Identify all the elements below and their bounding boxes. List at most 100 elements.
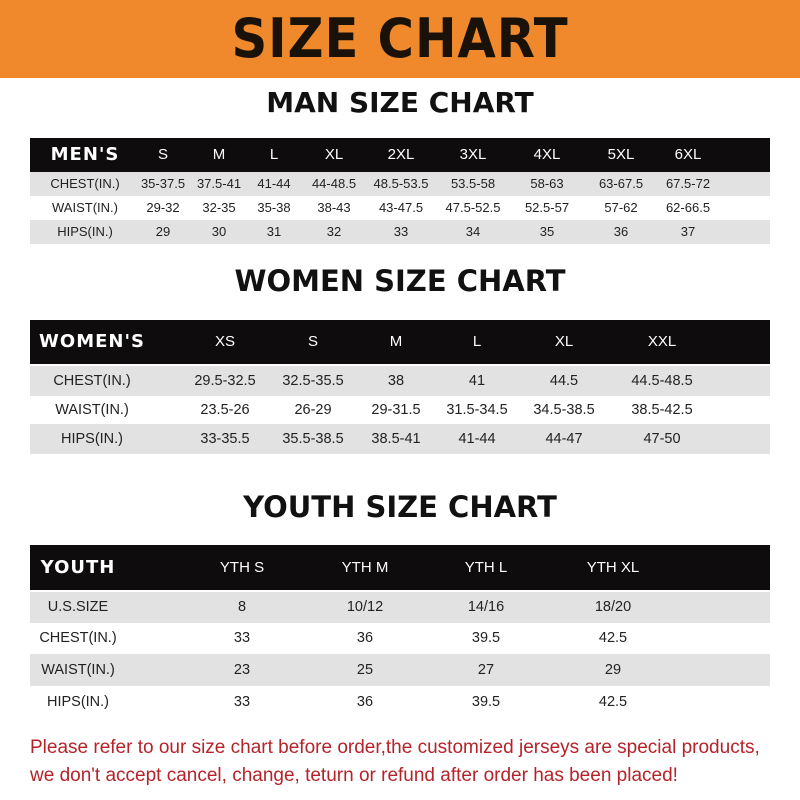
table-row: WAIST(IN.) 23.5-26 26-29 29-31.5 31.5-34.5 34… <box>30 396 770 424</box>
table-cell: 44.5 <box>549 373 579 389</box>
table-row: CHEST(IN.) 33 36 39.5 42.5 <box>30 623 770 654</box>
table-cell: 26-29 <box>294 402 332 418</box>
table-cell: 42.5 <box>598 630 628 646</box>
table-cell: 36 <box>356 694 374 710</box>
table-cell: 38 <box>387 373 405 389</box>
table-row: CHEST(IN.) 35-37.5 37.5-41 41-44 44-48.5 48.5… <box>30 172 770 196</box>
table-cell: 34.5-38.5 <box>533 402 595 418</box>
size-header-cell: S <box>307 333 319 350</box>
measurement-label: WAIST(IN.) <box>41 662 115 678</box>
size-header-cell: XL <box>324 146 344 163</box>
size-header-cell: L <box>472 333 482 350</box>
table-title-cell: MEN'S <box>50 144 120 165</box>
table-cell: 41-44 <box>257 176 291 191</box>
table-cell: 38-43 <box>317 200 351 215</box>
table-header-row: YOUTH YTH S YTH M YTH L YTH XL <box>30 545 770 590</box>
table-cell: 41-44 <box>458 431 496 447</box>
men-title: MAN SIZE CHART <box>266 86 534 119</box>
women-size-table: WOMEN'S XS S M L XL XXL CHEST(IN.) 29.5-32.5 32.5… <box>30 320 770 454</box>
measurement-label: CHEST(IN.) <box>39 630 117 646</box>
size-header-cell: L <box>269 146 279 163</box>
size-header-cell: XXL <box>647 333 677 350</box>
table-row: HIPS(IN.) 29 30 31 32 33 34 35 36 37 <box>30 220 770 244</box>
table-cell: 33 <box>233 694 251 710</box>
table-row: HIPS(IN.) 33 36 39.5 42.5 <box>30 686 770 718</box>
table-row: U.S.SIZE 8 10/12 14/16 18/20 <box>30 592 770 623</box>
table-row: WAIST(IN.) 29-32 32-35 35-38 38-43 43-47.5 47.… <box>30 196 770 220</box>
table-cell: 29.5-32.5 <box>194 373 256 389</box>
table-cell: 35-37.5 <box>140 176 186 191</box>
table-cell: 62-66.5 <box>665 200 711 215</box>
youth-title: YOUTH SIZE CHART <box>243 490 557 524</box>
table-cell: 47-50 <box>643 431 681 447</box>
table-cell: 29 <box>604 662 622 678</box>
men-size-table: MEN'S S M L XL 2XL 3XL 4XL 5XL 6XL CHEST(IN.) 35-37… <box>30 138 770 244</box>
table-cell: 25 <box>356 662 374 678</box>
table-cell: 32 <box>326 224 342 239</box>
table-title-cell: WOMEN'S <box>39 331 145 352</box>
table-cell: 38.5-42.5 <box>631 402 693 418</box>
table-cell: 34 <box>465 224 481 239</box>
table-cell: 35.5-38.5 <box>282 431 344 447</box>
table-cell: 57-62 <box>604 200 638 215</box>
table-row: WAIST(IN.) 23 25 27 29 <box>30 654 770 686</box>
table-cell: 58-63 <box>530 176 564 191</box>
table-cell: 29-31.5 <box>371 402 421 418</box>
table-cell: 29-32 <box>146 200 180 215</box>
table-cell: 33 <box>233 630 251 646</box>
women-title: WOMEN SIZE CHART <box>234 264 566 298</box>
table-header-row: WOMEN'S XS S M L XL XXL <box>30 320 770 364</box>
size-header-cell: 3XL <box>459 146 487 163</box>
size-header-cell: S <box>157 146 169 163</box>
table-cell: 39.5 <box>471 630 501 646</box>
table-cell: 53.5-58 <box>450 176 496 191</box>
size-header-cell: M <box>389 333 403 350</box>
table-cell: 32.5-35.5 <box>282 373 344 389</box>
banner-title: SIZE CHART <box>231 7 569 70</box>
measurement-label: CHEST(IN.) <box>53 373 131 389</box>
size-header-cell: 6XL <box>674 146 702 163</box>
notice-line-1: Please refer to our size chart before or… <box>30 737 760 758</box>
size-header-cell: 4XL <box>533 146 561 163</box>
table-cell: 37 <box>680 224 696 239</box>
table-cell: 30 <box>211 224 227 239</box>
table-cell: 41 <box>468 373 486 389</box>
table-cell: 35-38 <box>257 200 291 215</box>
table-cell: 31.5-34.5 <box>446 402 508 418</box>
measurement-label: U.S.SIZE <box>47 599 109 615</box>
table-cell: 18/20 <box>594 599 632 615</box>
size-header-cell: XL <box>554 333 574 350</box>
measurement-label: CHEST(IN.) <box>50 176 120 191</box>
size-header-cell: M <box>212 146 226 163</box>
size-header-cell: YTH M <box>341 559 389 576</box>
table-cell: 44-48.5 <box>311 176 357 191</box>
table-cell: 36 <box>613 224 629 239</box>
table-cell: 33 <box>393 224 409 239</box>
measurement-label: WAIST(IN.) <box>52 200 118 215</box>
size-header-cell: YTH S <box>219 559 265 576</box>
measurement-label: HIPS(IN.) <box>57 224 113 239</box>
table-cell: 42.5 <box>598 694 628 710</box>
table-cell: 32-35 <box>202 200 236 215</box>
table-title-cell: YOUTH <box>40 557 116 578</box>
size-header-cell: YTH XL <box>586 559 640 576</box>
measurement-label: HIPS(IN.) <box>46 694 110 710</box>
size-header-cell: YTH L <box>464 559 508 576</box>
notice-line-2: we don't accept cancel, change, teturn o… <box>30 765 678 786</box>
table-cell: 47.5-52.5 <box>445 200 501 215</box>
size-header-cell: 5XL <box>607 146 635 163</box>
table-cell: 35 <box>539 224 555 239</box>
table-cell: 29 <box>155 224 171 239</box>
table-header-row: MEN'S S M L XL 2XL 3XL 4XL 5XL 6XL <box>30 138 770 172</box>
table-cell: 31 <box>266 224 282 239</box>
table-cell: 10/12 <box>346 599 384 615</box>
table-row: CHEST(IN.) 29.5-32.5 32.5-35.5 38 41 44.5 44.5… <box>30 366 770 396</box>
table-cell: 33-35.5 <box>200 431 250 447</box>
table-cell: 44-47 <box>545 431 583 447</box>
banner: SIZE CHART <box>0 0 800 78</box>
youth-size-table: YOUTH YTH S YTH M YTH L YTH XL U.S.SIZE 8 10/12… <box>30 545 770 718</box>
table-cell: 23 <box>233 662 251 678</box>
size-header-cell: 2XL <box>387 146 415 163</box>
table-cell: 52.5-57 <box>524 200 570 215</box>
table-cell: 27 <box>477 662 495 678</box>
